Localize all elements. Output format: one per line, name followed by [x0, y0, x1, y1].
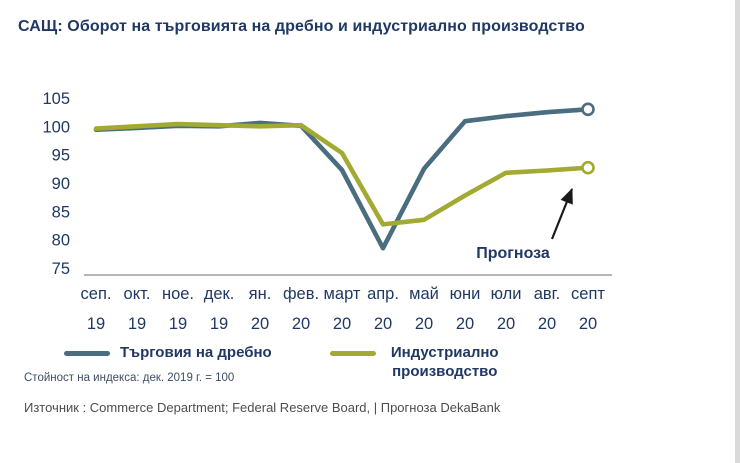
forecast-marker — [581, 160, 595, 175]
forecast-annotation: Прогноза — [476, 245, 550, 262]
y-tick-label: 95 — [52, 147, 70, 165]
x-tick-year: 20 — [456, 315, 474, 333]
x-tick-month: ное. — [162, 285, 194, 303]
x-tick-year: 19 — [210, 315, 228, 333]
x-tick-month: дек. — [204, 285, 235, 303]
source-line: Източник : Commerce Department; Federal … — [24, 400, 501, 415]
forecast-marker — [581, 102, 595, 117]
x-tick-year: 20 — [251, 315, 269, 333]
line-chart: 75 80 85 90 95 100 105 сеп. окт. ное. дек. ян. фев. м… — [42, 90, 612, 333]
page-edge — [735, 0, 740, 463]
x-tick-month: апр. — [367, 285, 399, 303]
forecast-arrow — [550, 187, 574, 240]
y-tick-label: 80 — [52, 232, 70, 250]
legend-label-retail: Търговия на дребно — [120, 344, 272, 361]
legend-item-industrial: Индустриално производство — [329, 344, 504, 382]
x-tick-year: 20 — [333, 315, 351, 333]
x-tick-year: 19 — [87, 315, 105, 333]
series-line-0 — [93, 106, 591, 251]
x-tick-month: ян. — [249, 285, 272, 303]
series-line-1 — [93, 121, 591, 227]
retail-line-swatch — [64, 350, 110, 356]
x-tick-month: септ — [571, 285, 605, 303]
y-tick-label: 85 — [52, 203, 70, 221]
x-tick-month: май — [409, 285, 439, 303]
x-tick-year: 20 — [374, 315, 392, 333]
page-title: САЩ: Оборот на търговията на дребно и ин… — [18, 18, 585, 35]
industrial-line-swatch — [329, 351, 376, 356]
x-tick-year: 20 — [579, 315, 597, 333]
legend-label-industrial: Индустриално производство — [390, 344, 499, 380]
x-tick-year: 20 — [538, 315, 556, 333]
x-tick-year: 20 — [415, 315, 433, 333]
x-tick-year: 19 — [128, 315, 146, 333]
legend-item-retail: Търговия на дребно — [64, 344, 272, 363]
x-tick-year: 20 — [497, 315, 515, 333]
x-tick-year: 19 — [169, 315, 187, 333]
y-tick-label: 75 — [52, 260, 70, 278]
x-tick-year: 20 — [292, 315, 310, 333]
x-tick-month: окт. — [124, 285, 151, 303]
x-tick-month: март — [324, 285, 361, 303]
x-tick-month: сеп. — [81, 285, 112, 303]
x-tick-month: юли — [491, 285, 522, 303]
index-base-note: Стойност на индекса: дек. 2019 г. = 100 — [24, 372, 235, 384]
y-tick-label: 90 — [52, 175, 70, 193]
x-tick-month: фев. — [283, 285, 319, 303]
x-tick-month: авг. — [534, 285, 561, 303]
y-tick-label: 105 — [42, 90, 70, 108]
y-tick-label: 100 — [42, 118, 70, 136]
legend: Търговия на дребно Индустриално производ… — [64, 344, 740, 390]
x-tick-month: юни — [450, 285, 481, 303]
